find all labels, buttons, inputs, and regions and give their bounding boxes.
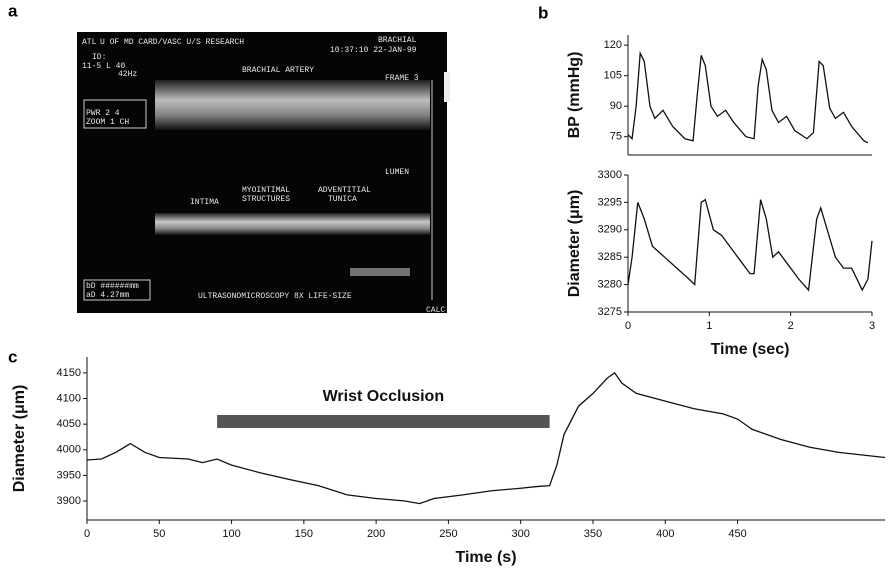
- y-tick-label: 3280: [598, 279, 622, 291]
- x-tick-label: 150: [295, 528, 313, 540]
- x-tick-label: 250: [439, 528, 457, 540]
- y-axis-label: Diameter (μm): [11, 385, 28, 493]
- y-tick-label: 4000: [57, 444, 81, 456]
- x-tick-label: 0: [625, 320, 631, 332]
- us-text: bD ######mm: [86, 282, 139, 291]
- us-text: 10:37:10 22-JAN-99: [330, 46, 417, 55]
- us-text: U OF MD CARD/VASC U/S RESEARCH: [100, 38, 244, 47]
- x-tick-label: 450: [728, 528, 746, 540]
- y-tick-label: 120: [604, 39, 622, 51]
- echo: [350, 268, 410, 276]
- y-tick-label: 4050: [57, 418, 81, 430]
- us-text: TUNICA: [328, 195, 357, 204]
- data-line: [627, 198, 873, 292]
- y-tick-label: 3295: [598, 196, 622, 208]
- us-text: PWR 2 4: [86, 109, 120, 118]
- depth-bar: [444, 72, 450, 102]
- y-tick-label: 3900: [57, 495, 81, 507]
- y-axis-label: BP (mmHg): [566, 52, 583, 139]
- us-text: CALC: [426, 306, 445, 315]
- y-tick-label: 4100: [57, 392, 81, 404]
- x-tick-label: 1: [706, 320, 712, 332]
- data-line: [86, 371, 886, 505]
- us-text: MYOINTIMAL: [242, 186, 290, 195]
- x-tick-label: 3: [869, 320, 875, 332]
- y-tick-label: 105: [604, 70, 622, 82]
- x-tick-label: 350: [584, 528, 602, 540]
- us-text: ZOOM 1 CH: [86, 118, 129, 127]
- info-box: [83, 99, 147, 129]
- us-text: FRAME 3: [385, 74, 419, 83]
- y-tick-label: 75: [610, 131, 622, 143]
- us-text: STRUCTURES: [242, 195, 290, 204]
- us-text: 11-5 L 40: [82, 62, 125, 71]
- us-text: ADVENTITIAL: [318, 186, 371, 195]
- us-text: ID:: [92, 53, 106, 62]
- image-background: [77, 32, 447, 313]
- y-tick-label: 3300: [598, 169, 622, 181]
- x-tick-label: 2: [788, 320, 794, 332]
- y-tick-label: 3275: [598, 306, 622, 318]
- us-text: ULTRASONOMICROSCOPY 8X LIFE-SIZE: [198, 292, 352, 301]
- us-text: BRACHIAL ARTERY: [242, 66, 314, 75]
- us-text: LUMEN: [385, 168, 409, 177]
- y-tick-label: 90: [610, 100, 622, 112]
- x-tick-label: 300: [512, 528, 530, 540]
- y-tick-label: 3285: [598, 251, 622, 263]
- occlusion-bar: [217, 415, 550, 428]
- occlusion-label: Wrist Occlusion: [323, 388, 445, 405]
- us-text: 42Hz: [118, 70, 137, 79]
- ultrasound-image: ATL U OF MD CARD/VASC U/S RESEARCH BRACH…: [77, 32, 450, 315]
- x-axis-label: Time (sec): [711, 341, 790, 358]
- us-text: ATL: [82, 38, 97, 47]
- x-tick-label: 200: [367, 528, 385, 540]
- y-tick-label: 3950: [57, 469, 81, 481]
- x-tick-label: 400: [656, 528, 674, 540]
- panel-label: a: [8, 1, 18, 20]
- y-tick-label: 4150: [57, 367, 81, 379]
- x-axis-label: Time (s): [455, 549, 516, 566]
- y-axis-label: Diameter (μm): [566, 190, 583, 298]
- us-text: BRACHIAL: [378, 36, 417, 45]
- lower-wall: [155, 213, 430, 235]
- y-tick-label: 3290: [598, 224, 622, 236]
- x-tick-label: 100: [222, 528, 240, 540]
- us-text: aD 4.27mm: [86, 291, 129, 300]
- x-tick-label: 0: [84, 528, 90, 540]
- measure-box: [83, 279, 151, 301]
- panel-label: b: [538, 3, 548, 22]
- panel-label: c: [8, 347, 17, 366]
- us-text: INTIMA: [190, 198, 219, 207]
- x-tick-label: 50: [153, 528, 165, 540]
- data-line: [627, 50, 869, 144]
- upper-wall: [155, 80, 430, 130]
